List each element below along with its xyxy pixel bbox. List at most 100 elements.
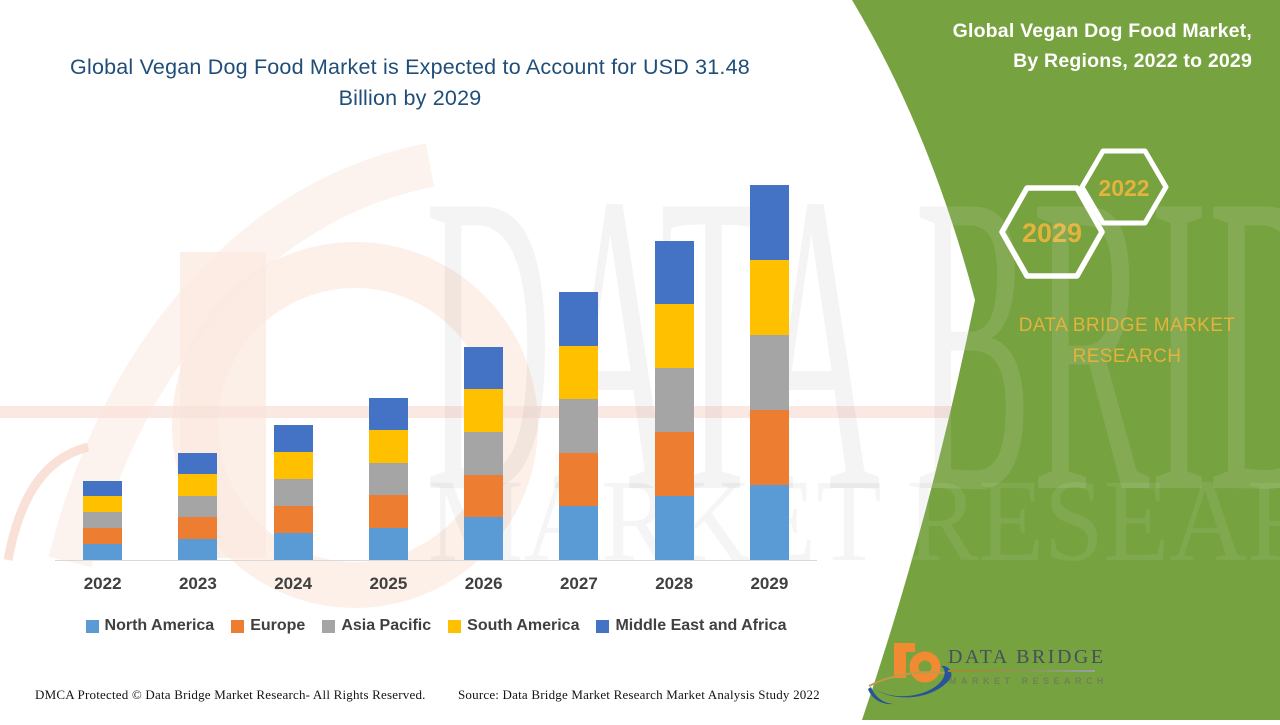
bar-segment bbox=[273, 533, 313, 560]
year-label: 2027 bbox=[559, 574, 598, 593]
legend-item: Middle East and Africa bbox=[596, 617, 786, 635]
logo-b-bowl bbox=[909, 651, 941, 683]
legend-item: North America bbox=[85, 617, 215, 635]
logo-subtitle: MARKET RESEARCH bbox=[949, 676, 1109, 686]
bar-segment bbox=[654, 496, 694, 560]
bar-segment bbox=[178, 495, 218, 517]
legend-label: South America bbox=[467, 617, 580, 634]
legend-swatch bbox=[231, 619, 245, 633]
bar-segment bbox=[654, 432, 694, 497]
x-axis-labels: 2022 2023 2024 2025 2026 2027 2028 2029 bbox=[55, 574, 817, 594]
bar-slot bbox=[531, 165, 626, 560]
logo-underline bbox=[948, 670, 1095, 672]
hexagon-2022 bbox=[1079, 148, 1169, 226]
bar-segment bbox=[368, 430, 408, 463]
bar-segment bbox=[83, 480, 123, 497]
hexagon-2029 bbox=[999, 185, 1105, 279]
footer-source-text: Source: Data Bridge Market Research Mark… bbox=[458, 687, 820, 702]
legend: North America Europe Asia Pacific South Ame… bbox=[55, 617, 817, 635]
year-label: 2028 bbox=[655, 574, 694, 593]
bar-segment bbox=[273, 425, 313, 452]
legend-item: South America bbox=[448, 617, 579, 635]
legend-label: North America bbox=[104, 617, 215, 634]
stacked-bar-2022 bbox=[83, 480, 123, 560]
bar-segment bbox=[749, 410, 789, 485]
green-panel-shape bbox=[852, 0, 1280, 720]
bar-slot bbox=[246, 165, 341, 560]
legend-label: Europe bbox=[250, 617, 306, 634]
bar-segment bbox=[464, 389, 504, 432]
year-label: 2025 bbox=[369, 574, 408, 593]
footer-dmca-text: DMCA Protected © Data Bridge Market Rese… bbox=[35, 687, 426, 702]
bar-segment bbox=[654, 304, 694, 369]
bar-segment bbox=[749, 335, 789, 410]
bar-slot bbox=[436, 165, 531, 560]
legend-swatch bbox=[322, 619, 336, 633]
logo-navy-tail bbox=[868, 687, 893, 705]
bar-segment bbox=[559, 399, 599, 453]
legend-swatch bbox=[596, 619, 610, 633]
side-panel-title-line1: Global Vegan Dog Food Market, bbox=[952, 20, 1252, 42]
brand-text: DATA BRIDGE MARKET RESEARCH bbox=[1018, 315, 1236, 367]
dbmr-logo-icon bbox=[868, 643, 952, 705]
bar-segment bbox=[178, 517, 218, 539]
bar-segment bbox=[178, 474, 218, 496]
page-title: Global Vegan Dog Food Market is Expected… bbox=[70, 55, 750, 110]
year-label: 2023 bbox=[178, 574, 217, 593]
bar-segment bbox=[368, 527, 408, 560]
bar-segment bbox=[368, 462, 408, 496]
stacked-bar-2029 bbox=[749, 185, 789, 560]
bar-segment bbox=[464, 517, 504, 560]
legend-swatch bbox=[85, 619, 99, 633]
bar-segment bbox=[273, 452, 313, 479]
bar-segment bbox=[273, 506, 313, 533]
stacked-bar-2024 bbox=[273, 425, 313, 560]
bar-segment bbox=[178, 538, 218, 560]
bar-segment bbox=[83, 528, 123, 545]
bar-segment bbox=[749, 485, 789, 560]
bar-segment bbox=[464, 474, 504, 518]
logo-b-stem bbox=[894, 643, 915, 678]
bar-segment bbox=[749, 185, 789, 260]
bar-segment bbox=[654, 240, 694, 305]
logo-thin-swoosh bbox=[868, 671, 946, 687]
year-label: 2024 bbox=[274, 574, 313, 593]
bar-segment bbox=[368, 398, 408, 431]
stacked-bar-2026 bbox=[464, 346, 504, 560]
bar-segment bbox=[559, 345, 599, 400]
bar-area bbox=[55, 165, 817, 561]
bar-slot bbox=[55, 165, 150, 560]
bar-segment bbox=[83, 512, 123, 529]
bar-segment bbox=[464, 346, 504, 390]
bar-segment bbox=[83, 544, 123, 560]
bar-segment bbox=[559, 452, 599, 507]
side-panel-title: Global Vegan Dog Food Market, By Regions… bbox=[922, 16, 1252, 76]
bar-segment bbox=[368, 495, 408, 528]
bar-segment bbox=[464, 431, 504, 475]
stacked-bar-2027 bbox=[559, 292, 599, 560]
legend-label: Asia Pacific bbox=[341, 617, 432, 634]
stacked-bar-2028 bbox=[654, 240, 694, 560]
bar-slot bbox=[722, 165, 817, 560]
bar-segment bbox=[559, 506, 599, 560]
logo-name: DATA BRIDGE bbox=[948, 646, 1106, 668]
stacked-bar-2025 bbox=[368, 398, 408, 560]
bar-slot bbox=[627, 165, 722, 560]
year-label: 2026 bbox=[464, 574, 503, 593]
side-panel-title-line2: By Regions, 2022 to 2029 bbox=[1013, 50, 1252, 72]
legend-item: Asia Pacific bbox=[322, 617, 431, 635]
stacked-bar-2023 bbox=[178, 452, 218, 560]
bar-segment bbox=[178, 452, 218, 474]
year-label: 2022 bbox=[83, 574, 122, 593]
year-label: 2029 bbox=[750, 574, 789, 593]
bar-segment bbox=[654, 368, 694, 433]
legend-swatch bbox=[448, 619, 462, 633]
hexagon-2022-label: 2022 bbox=[1098, 175, 1149, 201]
bar-slot bbox=[341, 165, 436, 560]
bar-segment bbox=[273, 479, 313, 506]
legend-label: Middle East and Africa bbox=[615, 617, 787, 634]
legend-item: Europe bbox=[231, 617, 305, 635]
bar-segment bbox=[83, 496, 123, 513]
bar-segment bbox=[559, 292, 599, 346]
